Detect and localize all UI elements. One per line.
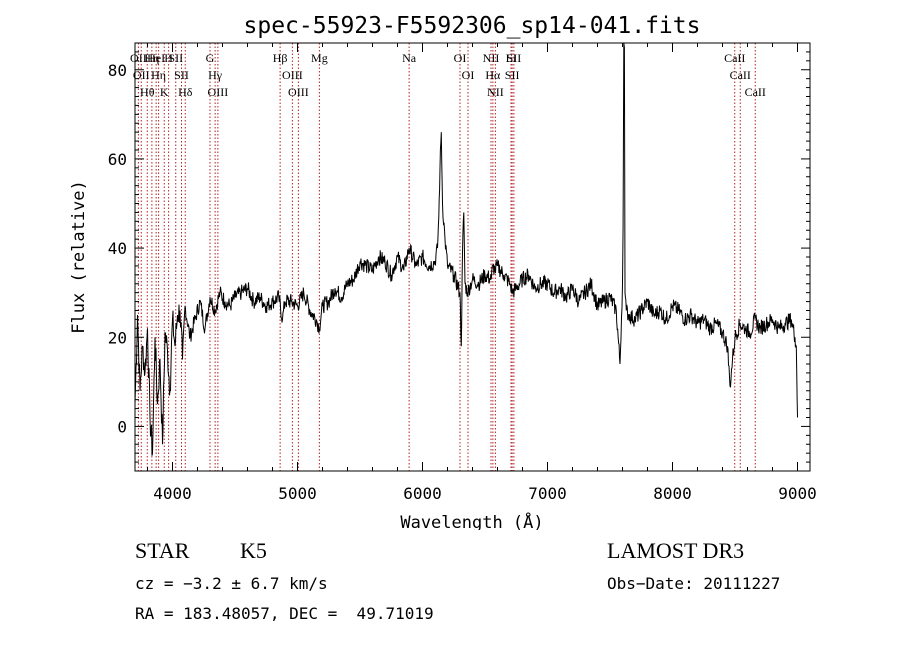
line-label: SII — [507, 51, 522, 65]
x-tick-label: 6000 — [403, 484, 442, 503]
line-label: OII — [130, 51, 147, 65]
line-label: HeI — [147, 51, 165, 65]
x-tick-label: 7000 — [528, 484, 567, 503]
line-label: OI — [454, 51, 467, 65]
observation-date: Obs−Date: 20111227 — [607, 574, 781, 593]
y-tick-label: 80 — [108, 61, 127, 80]
line-label: Li — [506, 51, 517, 65]
line-label: OI — [462, 68, 475, 82]
x-tick-label: 9000 — [778, 484, 817, 503]
redshift-value: cz = −3.2 ± 6.7 km/s — [135, 574, 328, 593]
line-label: SII — [174, 68, 189, 82]
chart-title: spec-55923-F5592306_sp14-041.fits — [244, 13, 701, 39]
line-label: OIII — [288, 85, 309, 99]
y-tick-label: 60 — [108, 150, 127, 169]
y-tick-label: 20 — [108, 328, 127, 347]
line-label: Hη — [144, 51, 159, 65]
line-label: Hγ — [208, 68, 223, 82]
y-tick-label: 40 — [108, 239, 127, 258]
line-label: G — [206, 51, 215, 65]
survey-name: LAMOST DR3 — [607, 538, 745, 563]
plot-frame — [134, 42, 811, 472]
line-label: CaII — [724, 51, 745, 65]
x-axis-ticks: 4000 5000 6000 7000 8000 9000 — [147, 43, 817, 503]
x-tick-label: 4000 — [153, 484, 192, 503]
coordinates: RA = 183.48057, DEC = 49.71019 — [135, 604, 434, 623]
y-tick-label: 0 — [117, 417, 127, 436]
line-label: Hη — [151, 68, 166, 82]
x-tick-label: 8000 — [653, 484, 692, 503]
line-label: Hδ — [178, 85, 193, 99]
line-label: OIII — [208, 85, 229, 99]
object-subclass: K5 — [240, 538, 267, 563]
line-label: NII — [487, 85, 504, 99]
line-label: H — [164, 51, 173, 65]
line-label: Mg — [311, 51, 328, 65]
line-label: K — [160, 85, 169, 99]
line-label: Hβ — [273, 51, 288, 65]
spectrum-chart: spec-55923-F5592306_sp14-041.fits OII OII… — [69, 13, 817, 530]
x-axis-label: Wavelength (Å) — [400, 511, 543, 530]
emission-line-labels: OIIOIIHθHηHeIHηKHSIISIIHδGHγOIIIHβOIIIOI… — [130, 51, 766, 99]
line-label: Hα — [485, 68, 501, 82]
line-label: CaII — [730, 68, 751, 82]
y-axis-ticks: 0 20 40 60 80 — [108, 42, 810, 472]
line-label: NII — [483, 51, 500, 65]
line-label: Na — [402, 51, 417, 65]
line-label: CaII — [745, 85, 766, 99]
line-label: OIII — [282, 68, 303, 82]
y-axis-label: Flux (relative) — [69, 180, 89, 334]
line-label: SII — [168, 51, 183, 65]
spectrum-series-line — [134, 42, 798, 456]
line-label: Hθ — [140, 85, 155, 99]
emission-line-markers — [137, 43, 756, 471]
x-tick-label: 5000 — [278, 484, 317, 503]
line-label: SII — [505, 68, 520, 82]
object-class: STAR — [135, 538, 190, 563]
